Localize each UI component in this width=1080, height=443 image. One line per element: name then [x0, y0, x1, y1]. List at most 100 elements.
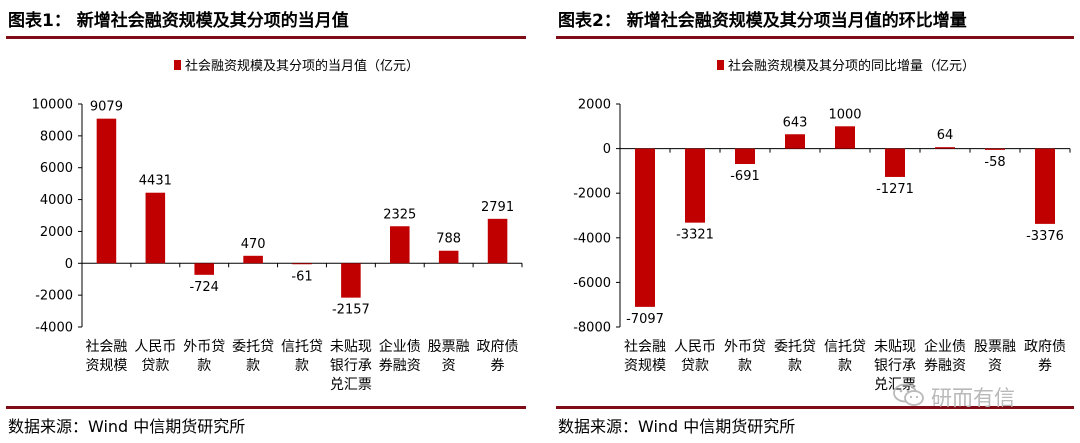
bar [935, 147, 955, 149]
x-tick-label: 贷款 [141, 358, 169, 374]
data-label: 643 [783, 115, 808, 130]
watermark-text: 研而有信 [931, 386, 1015, 410]
title-rule [6, 36, 526, 39]
x-tick-label: 资规模 [624, 358, 666, 374]
x-tick-label: 券 [1038, 358, 1052, 374]
bar [145, 192, 166, 264]
x-tick-label: 外币贷 [724, 339, 766, 355]
data-label: 4431 [139, 174, 172, 189]
x-tick-label: 信托贷 [281, 339, 323, 355]
x-tick-label: 未贴现 [874, 339, 916, 355]
x-tick-label: 券融资 [924, 358, 966, 374]
data-label: -724 [189, 280, 219, 295]
y-tick-label: -2000 [573, 187, 611, 202]
legend-swatch [174, 60, 181, 70]
data-label: 788 [436, 232, 461, 247]
bar [635, 148, 655, 307]
y-tick-label: 0 [603, 142, 611, 157]
y-tick-label: 4000 [40, 193, 73, 208]
x-tick-label: 政府债 [1024, 339, 1066, 355]
wechat-icon [893, 383, 924, 406]
bar [487, 218, 508, 264]
x-tick-label: 委托贷 [232, 339, 274, 355]
bar [735, 148, 755, 165]
y-tick-label: 0 [65, 257, 73, 272]
x-tick-label: 款 [788, 358, 802, 374]
y-tick-label: 2000 [578, 98, 611, 113]
y-tick-label: -2000 [35, 289, 73, 304]
x-tick-label: 信托贷 [824, 339, 866, 355]
data-label: 470 [241, 237, 266, 252]
bar [835, 126, 855, 149]
bar [194, 263, 214, 275]
x-tick-label: 社会融 [85, 339, 127, 355]
data-label: -691 [730, 169, 760, 184]
x-tick-label: 款 [838, 358, 852, 374]
x-tick-label: 款 [246, 358, 260, 374]
bar-chart-monthly-values: 社会融资规模及其分项的当月值（亿元） -4000 -2000 0 2000 4000 600… [32, 58, 523, 393]
bar [438, 250, 459, 264]
x-tick-label: 未贴现 [330, 339, 372, 355]
figure-title: 图表1： 新增社会融资规模及其分项的当月值 [8, 11, 349, 31]
x-tick-label: 资 [442, 358, 456, 374]
x-tick-label: 股票融 [428, 339, 470, 355]
data-label: 1000 [828, 107, 861, 122]
y-tick-label: -8000 [573, 321, 611, 336]
data-label: 2325 [383, 207, 416, 222]
data-label: -58 [984, 155, 1005, 170]
y-tick-label: 6000 [40, 161, 73, 176]
figure-title: 图表2： 新增社会融资规模及其分项当月值的环比增量 [558, 11, 967, 31]
data-label: 9079 [90, 100, 123, 115]
watermark: 研而有信 [893, 381, 1043, 410]
bar [985, 148, 1005, 150]
x-tick-label: 款 [197, 358, 211, 374]
bar [96, 118, 117, 264]
bar [685, 148, 705, 223]
bar [885, 148, 905, 177]
bar [292, 263, 312, 265]
chart-panel-1: 图表1： 新增社会融资规模及其分项的当月值 社会融资规模及其分项的当月值（亿元）… [0, 0, 532, 443]
x-tick-label: 银行承 [874, 358, 916, 374]
source-note: 数据来源：Wind 中信期货研究所 [8, 417, 246, 436]
bar-chart-yoy-increments: 社会融资规模及其分项的同比增量（亿元） -8000 -6000 -4000 -2000 0… [573, 58, 1071, 393]
data-label: -61 [291, 269, 312, 284]
data-label: 64 [937, 128, 954, 143]
x-tick-label: 政府债 [477, 339, 519, 355]
bar [390, 226, 410, 264]
x-tick-label: 外币贷 [183, 339, 225, 355]
y-tick-label: -4000 [35, 321, 73, 336]
bar [1035, 148, 1055, 224]
x-tick-label: 股票融 [974, 339, 1016, 355]
legend-label: 社会融资规模及其分项的同比增量（亿元） [728, 58, 975, 74]
x-tick-label: 兑汇票 [330, 377, 372, 393]
data-label: -7097 [626, 312, 664, 327]
x-tick-label: 资 [988, 358, 1002, 374]
x-tick-label: 款 [295, 358, 309, 374]
source-rule [6, 406, 526, 409]
x-tick-label: 券融资 [379, 358, 421, 374]
x-tick-label: 社会融 [624, 339, 666, 355]
y-tick-label: 8000 [40, 129, 73, 144]
data-label: -1271 [876, 182, 914, 197]
x-tick-label: 兑汇票 [874, 377, 916, 393]
x-tick-label: 企业债 [924, 338, 966, 355]
legend-swatch [717, 60, 724, 70]
data-label: -3376 [1026, 229, 1064, 244]
source-note: 数据来源：Wind 中信期货研究所 [558, 417, 796, 436]
legend-label: 社会融资规模及其分项的当月值（亿元） [185, 58, 419, 74]
y-tick-label: -6000 [573, 276, 611, 291]
y-tick-label: 10000 [32, 98, 73, 113]
x-tick-label: 人民币 [674, 339, 716, 355]
source-rule [556, 406, 1074, 409]
bar [243, 255, 263, 264]
chart-panel-2: 图表2： 新增社会融资规模及其分项当月值的环比增量 社会融资规模及其分项的同比增… [550, 0, 1080, 443]
bar [341, 263, 361, 298]
data-label: -2157 [332, 303, 370, 318]
y-tick-label: 2000 [40, 225, 73, 240]
bar [785, 134, 805, 149]
x-tick-label: 人民币 [134, 339, 176, 355]
data-label: -3321 [676, 228, 714, 243]
x-tick-label: 银行承 [330, 358, 372, 374]
x-tick-label: 企业债 [379, 338, 421, 355]
x-tick-label: 款 [738, 358, 752, 374]
